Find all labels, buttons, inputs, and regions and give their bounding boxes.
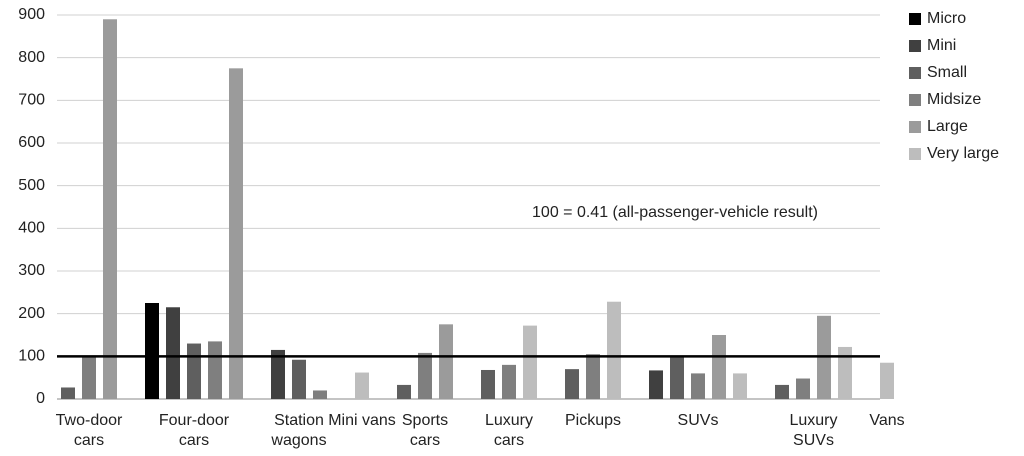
legend-label: Large (927, 118, 968, 135)
x-tick-label: cars (410, 432, 440, 449)
bar (103, 19, 117, 400)
bar (208, 341, 222, 399)
bar (691, 373, 705, 399)
legend-swatch (909, 67, 921, 79)
x-tick-label: Four-door (159, 412, 230, 429)
bar (313, 390, 327, 399)
x-tick-label: Two-door (56, 412, 123, 429)
x-tick-label: Mini vans (328, 412, 396, 429)
legend-label: Small (927, 64, 967, 81)
legend-swatch (909, 94, 921, 106)
bar (187, 343, 201, 399)
legend-swatch (909, 40, 921, 52)
bar (712, 335, 726, 399)
x-tick-label: Luxury (789, 412, 837, 429)
bar (61, 387, 75, 399)
x-tick-label: cars (179, 432, 209, 449)
y-tick-label: 200 (18, 305, 45, 322)
legend-label: Micro (927, 10, 966, 27)
x-tick-label: wagons (270, 432, 326, 449)
y-tick-label: 700 (18, 92, 45, 109)
bar (397, 384, 411, 399)
bar (292, 359, 306, 399)
legend-label: Very large (927, 145, 999, 162)
legend-label: Midsize (927, 91, 981, 108)
bar (481, 369, 495, 399)
bar (166, 307, 180, 399)
bar (418, 352, 432, 399)
x-tick-label: Vans (869, 412, 904, 429)
bar (229, 68, 243, 399)
legend-swatch (909, 121, 921, 133)
y-tick-label: 300 (18, 262, 45, 279)
bar (145, 303, 159, 399)
y-tick-label: 500 (18, 177, 45, 194)
bar (523, 325, 537, 399)
bar (733, 373, 747, 399)
y-tick-label: 800 (18, 49, 45, 66)
bar (649, 370, 663, 399)
bar (607, 301, 621, 399)
bar (439, 324, 453, 399)
bar (82, 357, 96, 399)
bar (586, 354, 600, 399)
y-tick-label: 600 (18, 134, 45, 151)
y-tick-label: 100 (18, 348, 45, 365)
x-tick-label: Station (274, 412, 324, 429)
x-tick-label: SUVs (678, 412, 719, 429)
legend-swatch (909, 13, 921, 25)
x-tick-label: Sports (402, 412, 448, 429)
x-tick-label: cars (494, 432, 524, 449)
x-tick-label: Luxury (485, 412, 533, 429)
bar (271, 349, 285, 399)
y-tick-label: 400 (18, 220, 45, 237)
y-tick-label: 0 (36, 390, 45, 407)
bar (775, 384, 789, 399)
bar (670, 356, 684, 399)
y-tick-label: 900 (18, 6, 45, 23)
bar (565, 369, 579, 399)
bar (880, 362, 894, 399)
x-tick-label: SUVs (793, 432, 834, 449)
legend-swatch (909, 148, 921, 160)
x-tick-label: cars (74, 432, 104, 449)
bar (355, 372, 369, 399)
legend-label: Mini (927, 37, 956, 54)
x-tick-label: Pickups (565, 412, 621, 429)
bar (796, 378, 810, 399)
bar (502, 364, 516, 399)
annotation: 100 = 0.41 (all-passenger-vehicle result… (532, 204, 818, 221)
bar (838, 346, 852, 399)
